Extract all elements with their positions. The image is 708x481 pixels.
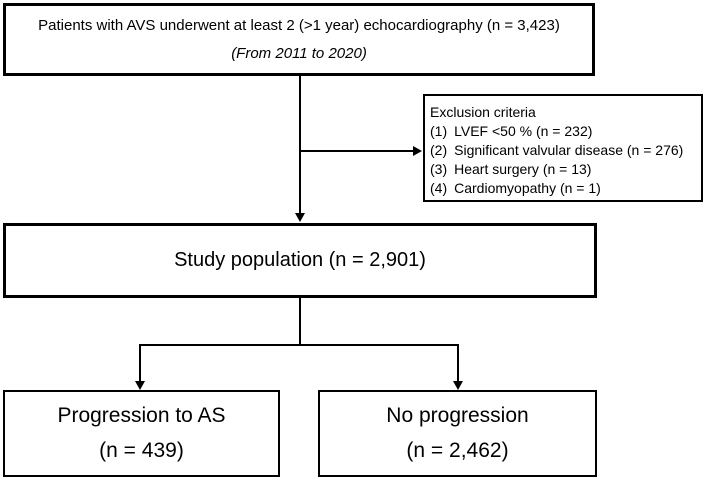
exclusion-item-label: LVEF <50 % (n = 232) <box>454 123 593 139</box>
connector-to-exclusion <box>300 150 413 152</box>
exclusion-item-label: Cardiomyopathy (n = 1) <box>454 180 601 196</box>
no-progression-text: No progression <box>386 403 529 427</box>
exclusion-item-label: Heart surgery (n = 13) <box>454 161 592 177</box>
arrowhead-down-icon <box>453 381 463 390</box>
no-progression-count: (n = 2,462) <box>406 439 509 463</box>
connector-top-to-study <box>299 76 301 213</box>
exclusion-item-number: (1) <box>430 123 448 139</box>
arrowhead-right-icon <box>413 146 422 156</box>
progression-count: (n = 439) <box>99 439 184 463</box>
exclusion-criteria-box: Exclusion criteria (1) LVEF <50 % (n = 2… <box>423 94 703 202</box>
enrollment-text: Patients with AVS underwent at least 2 (… <box>38 17 560 34</box>
connector-study-stem <box>299 298 301 345</box>
connector-to-progression <box>139 344 141 381</box>
connector-to-no-progression <box>457 344 459 381</box>
exclusion-item: (3) Heart surgery (n = 13) <box>430 160 698 179</box>
exclusion-item-label: Significant valvular disease (n = 276) <box>454 142 684 158</box>
study-population-box: Study population (n = 2,901) <box>3 223 597 298</box>
exclusion-item: (1) LVEF <50 % (n = 232) <box>430 122 698 141</box>
exclusion-item: (2) Significant valvular disease (n = 27… <box>430 141 698 160</box>
exclusion-title: Exclusion criteria <box>430 104 536 120</box>
arrowhead-down-icon <box>135 381 145 390</box>
progression-box: Progression to AS (n = 439) <box>3 390 280 477</box>
enrollment-box: Patients with AVS underwent at least 2 (… <box>3 3 595 76</box>
exclusion-item: (4) Cardiomyopathy (n = 1) <box>430 179 698 198</box>
exclusion-item-number: (2) <box>430 142 448 158</box>
progression-text: Progression to AS <box>57 403 226 427</box>
no-progression-box: No progression (n = 2,462) <box>318 390 597 477</box>
study-population-text: Study population (n = 2,901) <box>174 249 426 271</box>
arrowhead-down-icon <box>295 213 305 222</box>
enrollment-period-text: (From 2011 to 2020) <box>231 45 367 62</box>
exclusion-item-number: (3) <box>430 161 448 177</box>
exclusion-item-number: (4) <box>430 180 448 196</box>
connector-branch-horizontal <box>139 344 459 346</box>
